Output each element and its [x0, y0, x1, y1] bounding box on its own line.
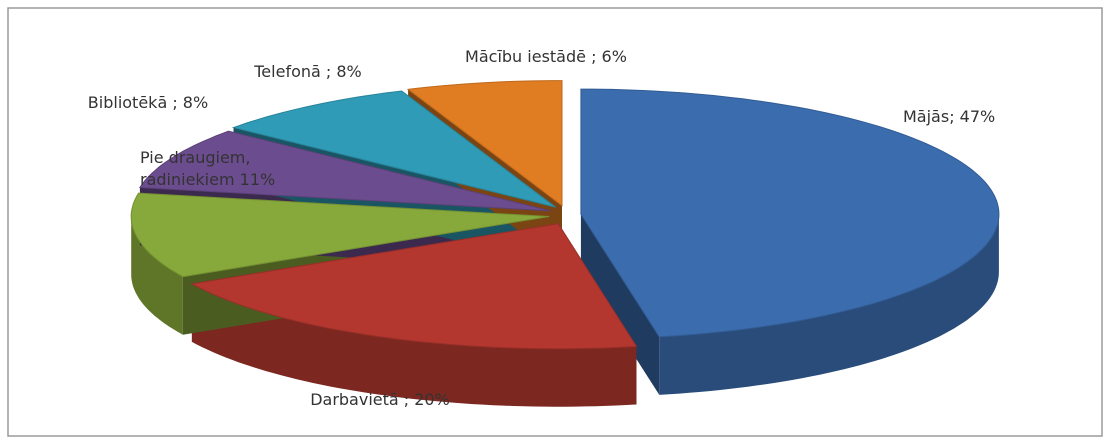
data-label-line: Mājās; 47% [903, 107, 995, 126]
data-label: Darbavietā ; 20% [310, 390, 450, 409]
data-label-line: radiniekiem 11% [140, 170, 275, 189]
slice-side [191, 283, 637, 407]
slice-wall [580, 214, 660, 395]
slice-side [131, 216, 183, 335]
data-label-line: Bibliotēkā ; 8% [88, 93, 208, 112]
slice [406, 80, 563, 207]
data-label: Telefonā ; 8% [253, 62, 362, 81]
slice [231, 90, 556, 208]
data-label-line: Darbavietā ; 20% [310, 390, 450, 409]
data-label-line: Pie draugiem, [140, 148, 250, 167]
slice [190, 223, 638, 350]
slice [138, 130, 551, 212]
data-label-line: Telefonā ; 8% [253, 62, 362, 81]
data-label: Bibliotēkā ; 8% [88, 93, 208, 112]
data-label: Mācību iestādē ; 6% [465, 47, 627, 66]
data-label-line: Mācību iestādē ; 6% [465, 47, 627, 66]
slice [130, 192, 550, 278]
slice-side [659, 214, 999, 395]
slice [580, 88, 1000, 338]
data-label: Pie draugiem, radiniekiem 11% [140, 148, 275, 189]
data-label: Mājās; 47% [903, 107, 995, 126]
